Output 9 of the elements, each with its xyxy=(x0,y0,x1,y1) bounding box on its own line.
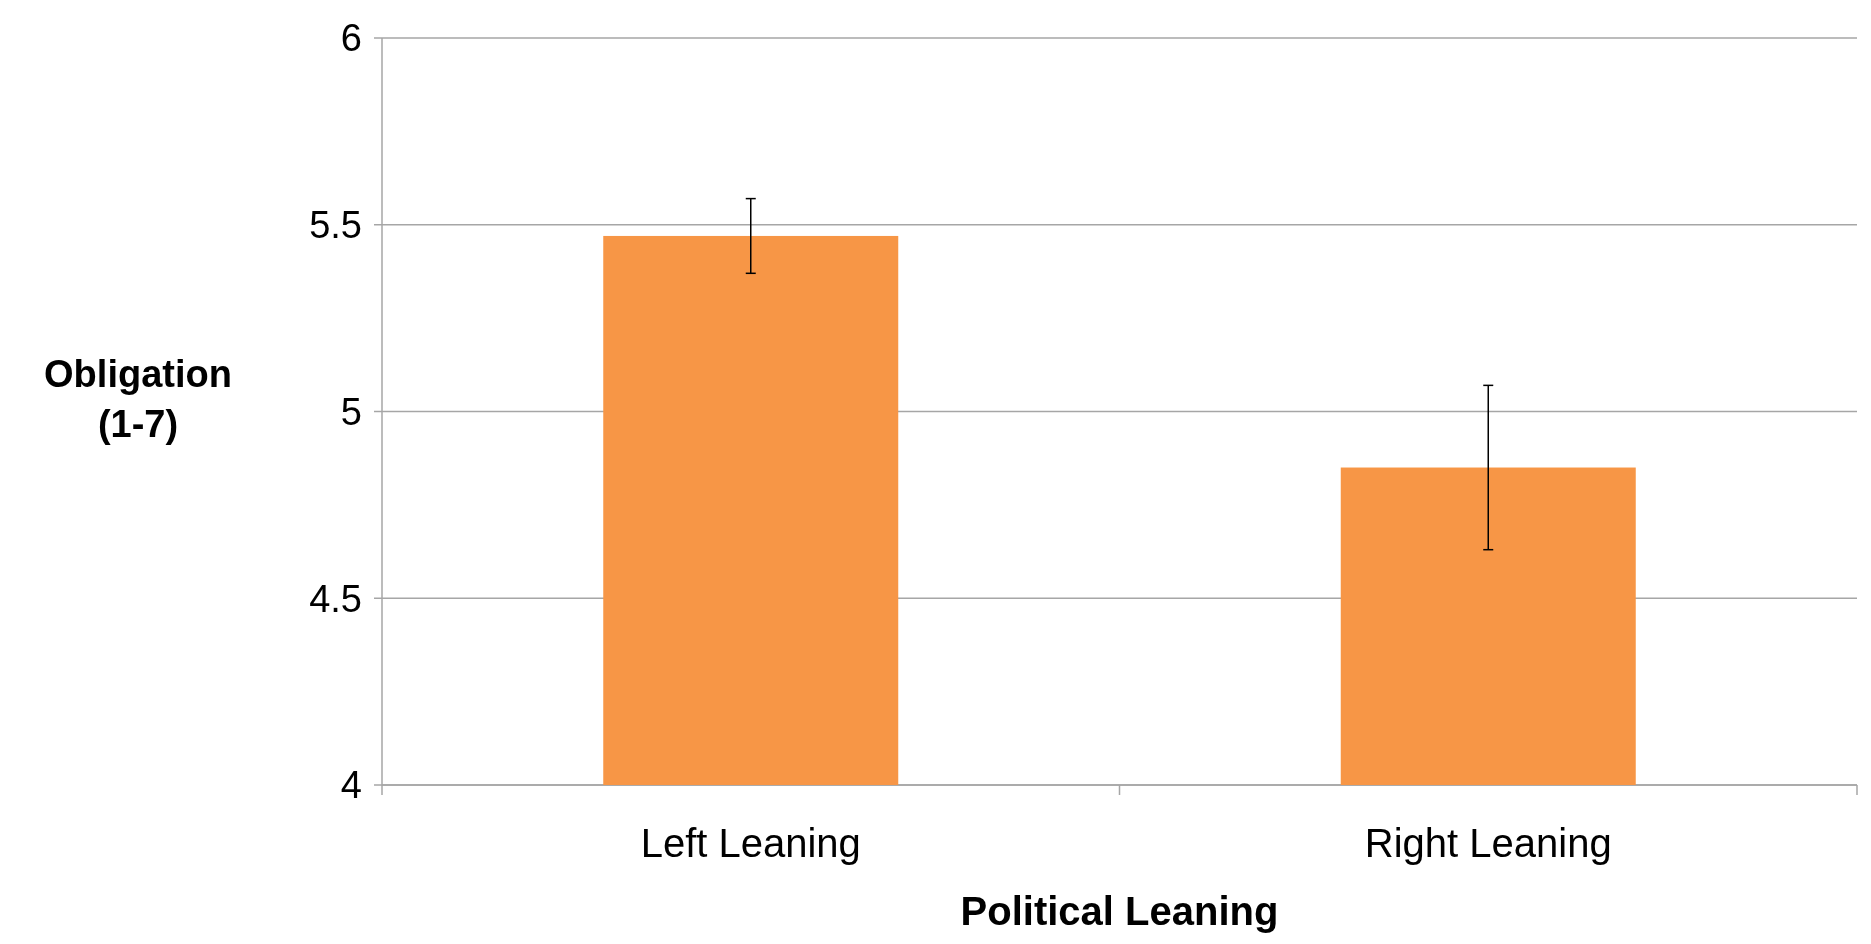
x-tick-label: Right Leaning xyxy=(1364,821,1612,865)
y-tick-label: 5.5 xyxy=(309,204,362,247)
y-tick-label: 6 xyxy=(340,17,362,60)
y-tick-label: 5 xyxy=(340,390,362,433)
x-axis-title: Political Leaning xyxy=(960,889,1279,933)
y-tick-label: 4.5 xyxy=(309,577,362,620)
y-tick-label: 4 xyxy=(340,764,362,807)
y-axis-title: Obligation (1-7) xyxy=(44,352,232,445)
x-tick-label: Left Leaning xyxy=(640,821,861,865)
